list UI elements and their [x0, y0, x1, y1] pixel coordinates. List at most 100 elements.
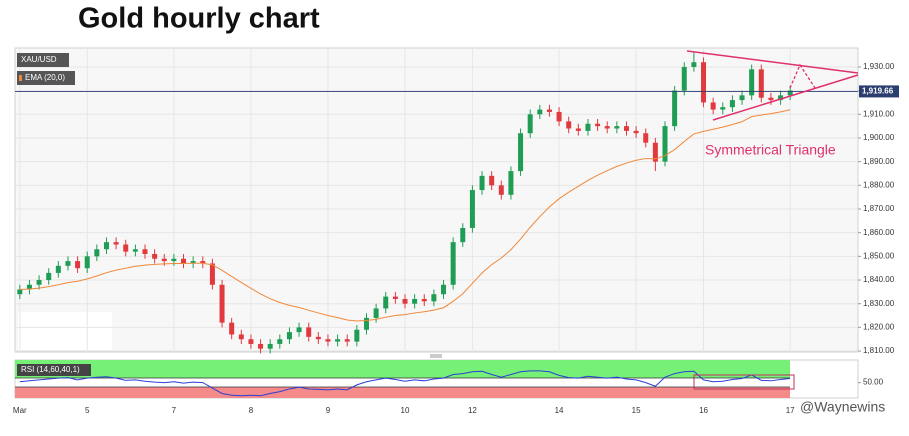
- x-tick-label: 16: [699, 406, 708, 415]
- legend-label: RSI (14,60,40,1): [21, 365, 80, 374]
- candle-body: [778, 95, 784, 101]
- candle-body: [681, 66, 687, 91]
- candle-body: [306, 327, 312, 337]
- candle-body: [402, 298, 408, 304]
- candle-body: [277, 339, 283, 344]
- y-tick-label: 1,830.00: [863, 299, 895, 308]
- candle-body: [691, 62, 697, 67]
- candle-body: [652, 142, 658, 162]
- candle-body: [354, 329, 360, 342]
- candle-body: [662, 126, 668, 162]
- candle-body: [123, 244, 129, 252]
- candle-body: [315, 336, 321, 340]
- candle-body: [229, 322, 235, 335]
- rsi-oversold-zone: [15, 387, 790, 398]
- x-tick-label: Mar: [13, 406, 27, 415]
- candle-body: [161, 258, 167, 262]
- x-tick-label: 10: [401, 406, 410, 415]
- candle-body: [36, 280, 42, 285]
- candle-body: [258, 343, 264, 349]
- x-tick-label: 14: [555, 406, 564, 415]
- candle-body: [739, 95, 745, 101]
- candle-body: [373, 308, 379, 318]
- candle-body: [383, 296, 389, 309]
- legend-swatch: [19, 75, 22, 81]
- candle-body: [94, 249, 100, 257]
- candle-body: [508, 171, 514, 195]
- candle-body: [633, 130, 639, 134]
- candle-body: [200, 261, 206, 264]
- rsi-line: [19, 370, 791, 397]
- candle-body: [152, 253, 158, 259]
- candle-body: [758, 69, 764, 98]
- candle-body: [296, 327, 302, 333]
- candle-body: [469, 190, 475, 228]
- candle-body: [720, 107, 726, 110]
- candle-body: [498, 185, 504, 195]
- y-tick-label: 1,880.00: [863, 180, 895, 189]
- candle-body: [566, 121, 572, 129]
- legend-label: EMA (20,0): [25, 73, 65, 82]
- y-tick-label: 50.00: [863, 378, 884, 387]
- candle-body: [219, 284, 225, 323]
- candle-body: [643, 133, 649, 143]
- candle-body: [335, 339, 341, 342]
- candle-body: [460, 227, 466, 243]
- candle-body: [132, 249, 138, 252]
- candle-body: [190, 261, 196, 264]
- y-tick-label: 1,930.00: [863, 62, 895, 71]
- candle-body: [614, 126, 620, 129]
- y-tick-label: 1,850.00: [863, 251, 895, 260]
- y-tick-label: 1,900.00: [863, 133, 895, 142]
- candle-body: [595, 123, 601, 127]
- candle-body: [527, 114, 533, 134]
- candle-body: [537, 109, 543, 115]
- candle-body: [17, 289, 23, 295]
- candle-body: [575, 128, 581, 131]
- x-tick-label: 5: [85, 406, 90, 415]
- candle-body: [701, 62, 707, 103]
- candle-body: [267, 343, 273, 349]
- x-tick-label: 15: [632, 406, 641, 415]
- blank-box: [18, 312, 112, 350]
- x-tick-label: 12: [468, 406, 477, 415]
- candle-body: [710, 102, 716, 110]
- y-tick-label: 1,910.00: [863, 109, 895, 118]
- candle-body: [672, 90, 678, 127]
- candle-body: [46, 272, 52, 281]
- candle-body: [238, 334, 244, 340]
- last-price-label: 1,919.66: [862, 87, 894, 96]
- triangle-upper: [686, 50, 859, 74]
- candle-body: [248, 339, 254, 344]
- candle-body: [489, 175, 495, 186]
- candle-body: [441, 284, 447, 295]
- legend-box: [17, 53, 69, 67]
- splitter: [430, 354, 442, 358]
- candle-body: [450, 242, 456, 285]
- triangle-lower: [712, 74, 859, 121]
- x-tick-label: 7: [172, 406, 177, 415]
- candle-body: [392, 296, 398, 299]
- annotation: Symmetrical Triangle: [705, 142, 836, 158]
- x-tick-label: 17: [786, 406, 795, 415]
- y-tick-label: 1,860.00: [863, 228, 895, 237]
- candle-body: [65, 261, 71, 266]
- candle-body: [604, 126, 610, 129]
- candle-body: [749, 69, 755, 96]
- candle-body: [768, 97, 774, 101]
- price-panel: [14, 47, 859, 353]
- candle-body: [518, 133, 524, 172]
- candle-body: [209, 263, 215, 285]
- projection: [789, 63, 816, 89]
- legend-box: [17, 71, 75, 85]
- candle-body: [412, 298, 418, 304]
- legend-label: XAU/USD: [21, 55, 57, 64]
- candle-body: [623, 126, 629, 131]
- candle-body: [431, 294, 437, 302]
- x-tick-label: 9: [326, 406, 331, 415]
- candle-body: [325, 339, 331, 342]
- last-price-box: [859, 85, 899, 98]
- candle-body: [363, 317, 369, 330]
- x-tick-label: 8: [249, 406, 254, 415]
